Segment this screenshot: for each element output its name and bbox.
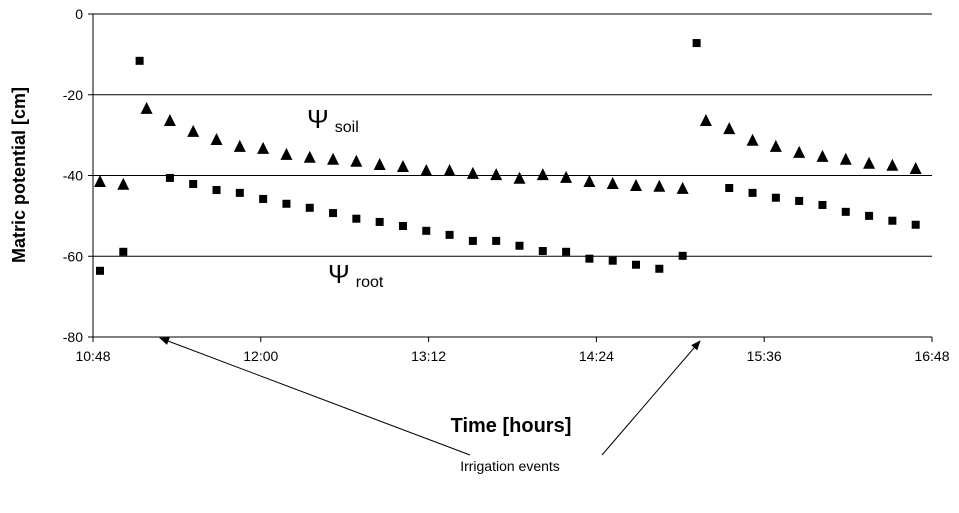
triangle-point — [746, 133, 759, 146]
square-point — [841, 207, 850, 216]
square-point — [422, 226, 431, 235]
square-point — [375, 217, 384, 226]
y-tick-label: -80 — [63, 329, 83, 345]
triangle-point — [140, 101, 153, 114]
square-point — [725, 184, 734, 193]
square-point — [585, 254, 594, 263]
x-axis-label: Time [hours] — [451, 415, 572, 437]
triangle-point — [583, 174, 596, 187]
x-tick-label: 14:24 — [579, 348, 614, 364]
triangle-point — [466, 166, 479, 179]
x-tick-label: 16:48 — [914, 348, 949, 364]
square-point — [795, 196, 804, 205]
square-point — [608, 256, 617, 265]
annotation-subscript: root — [356, 274, 384, 291]
triangle-point — [909, 162, 922, 175]
triangle-point — [560, 170, 573, 183]
square-point — [515, 241, 524, 250]
y-tick-label: -60 — [63, 248, 83, 264]
triangle-point — [396, 160, 409, 173]
triangle-point — [536, 168, 549, 181]
x-tick-label: 13:12 — [411, 348, 446, 364]
triangle-point — [93, 174, 106, 187]
square-point — [865, 211, 874, 220]
triangle-point — [676, 181, 689, 194]
triangle-point — [606, 176, 619, 189]
triangle-point — [303, 150, 316, 163]
square-point — [352, 214, 361, 223]
triangle-point — [723, 122, 736, 135]
triangle-point — [327, 152, 340, 165]
square-point — [692, 39, 701, 48]
square-point — [748, 188, 757, 197]
triangle-point — [839, 152, 852, 165]
triangle-point — [117, 177, 130, 190]
triangle-point — [863, 156, 876, 169]
square-point — [911, 220, 920, 229]
square-point — [445, 230, 454, 239]
x-tick-label: 10:48 — [75, 348, 110, 364]
annotation-symbol: Ψ — [307, 104, 329, 134]
square-point — [259, 194, 268, 203]
annotation-subscript: soil — [335, 119, 359, 136]
y-tick-label: -20 — [63, 87, 83, 103]
y-axis-label: Matric potential [cm] — [9, 87, 29, 263]
triangle-point — [280, 147, 293, 160]
triangle-point — [443, 164, 456, 177]
square-point — [818, 200, 827, 209]
square-point — [468, 236, 477, 245]
square-point — [771, 193, 780, 202]
triangle-point — [350, 154, 363, 167]
triangle-point — [257, 141, 270, 154]
triangle-point — [210, 132, 223, 145]
square-point — [135, 56, 144, 65]
square-point — [282, 199, 291, 208]
square-point — [888, 216, 897, 225]
triangle-point — [793, 145, 806, 158]
y-tick-label: -40 — [63, 168, 83, 184]
square-point — [212, 186, 221, 195]
arrow — [601, 340, 701, 456]
x-tick-label: 12:00 — [243, 348, 278, 364]
square-point — [632, 260, 641, 269]
square-point — [398, 221, 407, 230]
square-point — [678, 251, 687, 260]
triangle-point — [233, 139, 246, 152]
x-tick-label: 15:36 — [747, 348, 782, 364]
triangle-point — [490, 168, 503, 181]
triangle-point — [187, 124, 200, 137]
triangle-point — [630, 178, 643, 191]
square-point — [165, 173, 174, 182]
square-point — [119, 247, 128, 256]
square-point — [562, 247, 571, 256]
triangle-point — [653, 179, 666, 192]
annotation-symbol: Ψ — [328, 259, 350, 289]
square-point — [95, 266, 104, 275]
arrow — [159, 337, 471, 456]
triangle-point — [163, 113, 176, 126]
square-point — [235, 188, 244, 197]
square-point — [329, 209, 338, 218]
annotation-irrigation: Irrigation events — [460, 458, 560, 474]
triangle-point — [769, 139, 782, 152]
triangle-point — [420, 164, 433, 177]
triangle-point — [886, 158, 899, 171]
triangle-point — [699, 113, 712, 126]
y-tick-label: 0 — [75, 6, 83, 22]
triangle-point — [373, 158, 386, 171]
square-point — [305, 203, 314, 212]
square-point — [189, 179, 198, 188]
square-point — [655, 264, 664, 273]
triangle-point — [816, 149, 829, 162]
triangle-point — [513, 171, 526, 184]
square-point — [492, 236, 501, 245]
square-point — [538, 247, 547, 256]
